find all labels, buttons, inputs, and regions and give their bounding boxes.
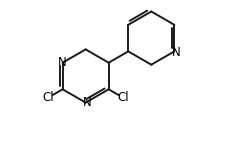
Text: Cl: Cl: [117, 91, 128, 104]
Text: N: N: [171, 46, 180, 59]
Text: N: N: [83, 96, 91, 109]
Text: Cl: Cl: [42, 91, 54, 104]
Text: N: N: [57, 56, 66, 69]
